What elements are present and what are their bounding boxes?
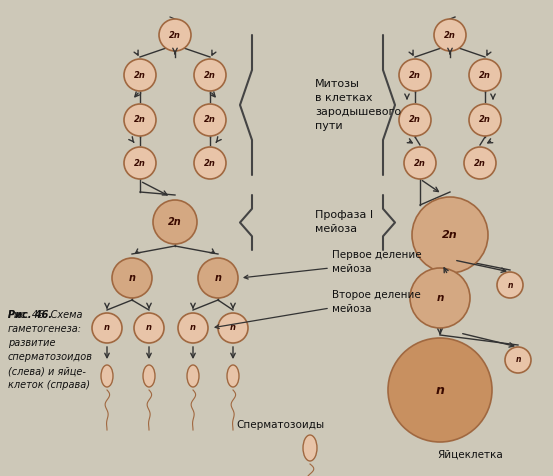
Circle shape <box>388 338 492 442</box>
Text: Рис. 46. Схема
гаметогенеза:
развитие
сперматозоидов
(слева) и яйце-
клеток (спр: Рис. 46. Схема гаметогенеза: развитие сп… <box>8 310 93 390</box>
Text: Яйцеклетка: Яйцеклетка <box>437 450 503 460</box>
Text: 2n: 2n <box>474 159 486 168</box>
Circle shape <box>399 104 431 136</box>
Circle shape <box>505 347 531 373</box>
Circle shape <box>218 313 248 343</box>
Circle shape <box>410 268 470 328</box>
Text: Митозы
в клетках
зародышевого
пути: Митозы в клетках зародышевого пути <box>315 79 401 131</box>
Text: 2n: 2n <box>204 116 216 125</box>
Circle shape <box>92 313 122 343</box>
Ellipse shape <box>227 365 239 387</box>
Circle shape <box>469 104 501 136</box>
Text: 2n: 2n <box>409 116 421 125</box>
Text: 2n: 2n <box>168 217 182 227</box>
Circle shape <box>159 19 191 51</box>
Circle shape <box>178 313 208 343</box>
Circle shape <box>469 59 501 91</box>
Text: n: n <box>215 273 222 283</box>
Text: Второе деление
мейоза: Второе деление мейоза <box>332 290 421 314</box>
Circle shape <box>434 19 466 51</box>
Ellipse shape <box>143 365 155 387</box>
Text: 2n: 2n <box>479 70 491 79</box>
Text: n: n <box>230 324 236 333</box>
Text: n: n <box>515 356 521 365</box>
Text: Рис. 46.: Рис. 46. <box>8 310 52 320</box>
Text: n: n <box>128 273 135 283</box>
Circle shape <box>124 59 156 91</box>
Text: Сперматозоиды: Сперматозоиды <box>236 420 324 430</box>
Circle shape <box>153 200 197 244</box>
Text: 2n: 2n <box>204 159 216 168</box>
Text: 2n: 2n <box>479 116 491 125</box>
Circle shape <box>464 147 496 179</box>
Circle shape <box>194 104 226 136</box>
Text: 2n: 2n <box>414 159 426 168</box>
Circle shape <box>404 147 436 179</box>
Text: 2n: 2n <box>169 30 181 40</box>
Text: 2n: 2n <box>134 116 146 125</box>
Circle shape <box>194 59 226 91</box>
Circle shape <box>134 313 164 343</box>
Circle shape <box>399 59 431 91</box>
Text: n: n <box>190 324 196 333</box>
Text: 2n: 2n <box>134 70 146 79</box>
Circle shape <box>112 258 152 298</box>
Text: 2n: 2n <box>204 70 216 79</box>
Text: 2n: 2n <box>134 159 146 168</box>
Ellipse shape <box>101 365 113 387</box>
Ellipse shape <box>187 365 199 387</box>
Text: 2n: 2n <box>409 70 421 79</box>
Text: Первое деление
мейоза: Первое деление мейоза <box>332 250 421 274</box>
Circle shape <box>497 272 523 298</box>
Text: Профаза I
мейоза: Профаза I мейоза <box>315 210 373 234</box>
Text: n: n <box>104 324 110 333</box>
Text: n: n <box>146 324 152 333</box>
Text: 2n: 2n <box>444 30 456 40</box>
Circle shape <box>124 104 156 136</box>
Text: n: n <box>436 384 445 397</box>
Text: n: n <box>436 293 444 303</box>
Circle shape <box>198 258 238 298</box>
Text: n: n <box>507 280 513 289</box>
Circle shape <box>194 147 226 179</box>
Circle shape <box>124 147 156 179</box>
Ellipse shape <box>303 435 317 461</box>
Text: 2n: 2n <box>442 230 458 240</box>
Circle shape <box>412 197 488 273</box>
